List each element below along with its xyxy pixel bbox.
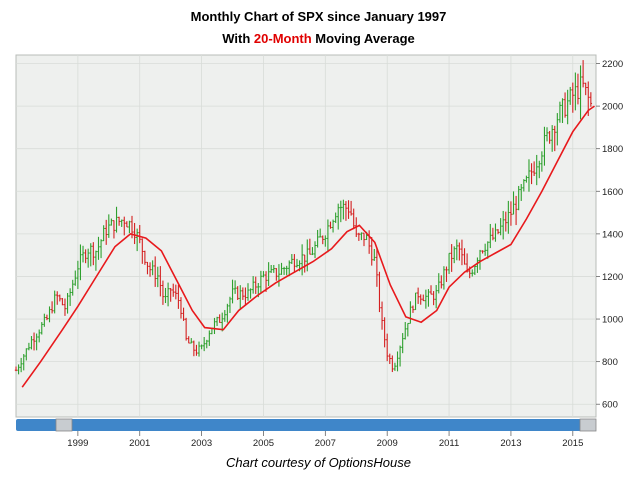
plot-background xyxy=(15,54,597,418)
y-tick-label: 1000 xyxy=(602,315,623,326)
scrollbar-right-handle[interactable] xyxy=(579,418,597,432)
x-tick-label: 2011 xyxy=(439,438,459,449)
y-tick-label: 2200 xyxy=(602,59,623,70)
chart-subtitle: With 20-Month Moving Average xyxy=(0,31,637,46)
chart-credit: Chart courtesy of OptionsHouse xyxy=(226,455,411,470)
x-tick-label: 2003 xyxy=(191,438,212,449)
x-tick-label: 2001 xyxy=(129,438,150,449)
x-tick-label: 2005 xyxy=(253,438,274,449)
grid xyxy=(16,55,596,417)
x-tick-label: 2007 xyxy=(315,438,336,449)
y-tick-label: 1600 xyxy=(602,187,623,198)
chart-title: Monthly Chart of SPX since January 1997 xyxy=(190,9,447,24)
y-axis: 600 800 1000 1200 1400 1600 1800 2000 2200 xyxy=(596,59,623,411)
y-tick-label: 600 xyxy=(602,400,618,411)
x-axis: 1999 2001 2003 2005 2007 2009 2011 2013 2015 xyxy=(67,431,583,449)
x-tick-label: 2009 xyxy=(377,438,398,449)
x-tick-label: 2013 xyxy=(500,438,521,449)
y-tick-label: 1400 xyxy=(602,229,623,240)
x-tick-label: 1999 xyxy=(67,438,88,449)
moving-average-line xyxy=(21,105,595,388)
scrollbar-track[interactable] xyxy=(16,419,596,431)
x-tick-label: 2015 xyxy=(562,438,583,449)
y-tick-label: 2000 xyxy=(602,102,623,113)
y-tick-label: 800 xyxy=(602,357,618,368)
subtitle-prefix: With xyxy=(222,31,254,46)
scrollbar-left-handle[interactable] xyxy=(55,418,73,432)
scrollbar[interactable] xyxy=(16,418,597,432)
y-tick-label: 1800 xyxy=(602,144,623,155)
y-tick-label: 1200 xyxy=(602,272,623,283)
subtitle-suffix: Moving Average xyxy=(311,31,415,46)
price-bars xyxy=(14,60,593,375)
subtitle-accent: 20-Month xyxy=(253,31,312,46)
